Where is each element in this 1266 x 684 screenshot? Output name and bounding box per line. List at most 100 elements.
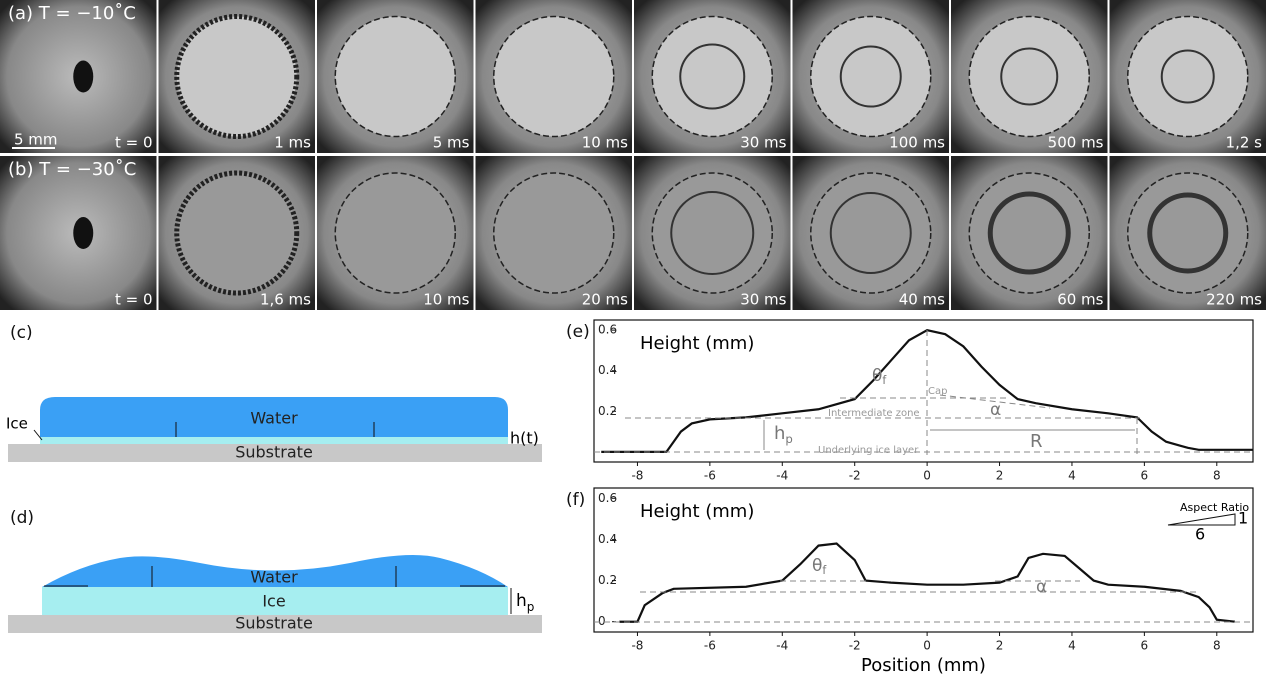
cap	[1160, 49, 1215, 104]
x-tick-label: 6	[1141, 639, 1149, 653]
y-axis-title: Height (mm)	[640, 501, 754, 522]
x-tick-label: -6	[704, 469, 716, 483]
annotation: hp	[774, 423, 793, 446]
x-tick-label: -4	[776, 469, 788, 483]
subscript: f	[822, 564, 827, 577]
splat	[174, 170, 300, 296]
height-label: h(t)	[510, 429, 539, 448]
panel-label: (d)	[10, 508, 34, 528]
symbol: h	[774, 423, 785, 444]
ice-label: Ice	[6, 415, 28, 433]
splat	[968, 15, 1090, 138]
time-label: 1 ms	[274, 134, 311, 152]
annotation: Cap	[928, 386, 947, 397]
ice	[42, 587, 508, 615]
x-tick-label: 4	[1068, 639, 1076, 653]
ice-label: Ice	[262, 592, 285, 611]
x-tick-label: 4	[1068, 469, 1076, 483]
splat	[174, 14, 300, 139]
guide-line	[939, 394, 1051, 409]
substrate	[8, 444, 542, 462]
substrate-label: Substrate	[235, 443, 313, 462]
cap	[987, 191, 1071, 275]
panel-label: (f)	[566, 490, 585, 510]
x-tick-label: 8	[1213, 639, 1221, 653]
x-tick-label: 2	[996, 469, 1004, 483]
cap	[1000, 47, 1059, 106]
y-tick-label: 0.4	[598, 532, 617, 546]
splat	[810, 172, 932, 294]
time-label: 30 ms	[740, 134, 786, 152]
cap	[1147, 192, 1229, 274]
y-tick-label: 0.4	[598, 363, 617, 377]
h: h	[516, 591, 527, 611]
x-tick-label: 6	[1141, 469, 1149, 483]
time-label: 20 ms	[582, 291, 628, 309]
row-label: (a) T = −10˚C	[8, 3, 136, 24]
splat	[493, 15, 615, 138]
annotation: Intermediate zone	[828, 408, 920, 419]
panel-label: (c)	[10, 323, 33, 343]
splat	[334, 172, 456, 294]
x-tick-label: -6	[704, 639, 716, 653]
diagram-d: (d) Water Ice Substrate hp	[8, 508, 542, 633]
annotation: θf	[812, 556, 827, 577]
x-tick-label: 0	[923, 469, 931, 483]
subscript: f	[882, 374, 887, 387]
annotation: Underlying ice layer	[818, 445, 919, 456]
time-label: 30 ms	[740, 291, 786, 309]
water	[42, 554, 508, 587]
substrate	[8, 615, 542, 633]
y-tick-label: 0.2	[598, 573, 617, 587]
splat	[334, 15, 456, 138]
row-label: (b) T = −30˚C	[8, 159, 136, 180]
y-tick-label: 0.6	[598, 491, 617, 505]
time-label: t = 0	[115, 134, 153, 152]
time-label: 1,2 s	[1226, 134, 1263, 152]
water-label: Water	[250, 568, 298, 587]
plot-frame	[593, 487, 1254, 633]
drop	[73, 217, 94, 249]
x-tick-label: 0	[923, 639, 931, 653]
time-label: 1,6 ms	[260, 291, 311, 309]
height-label: hp	[516, 591, 534, 614]
annotation: Aspect Ratio	[1180, 501, 1249, 514]
annotation: α	[1036, 577, 1047, 597]
cap	[670, 191, 755, 275]
profile-line	[601, 328, 1253, 453]
ice	[40, 437, 508, 444]
annotation: 1	[1238, 509, 1248, 528]
water	[40, 397, 508, 437]
annotation: 6	[1195, 525, 1205, 544]
diagram-c: (c) Water Ice Substrate h(t)	[6, 323, 542, 462]
splat	[651, 172, 773, 294]
splat	[651, 15, 773, 138]
sub: p	[527, 600, 535, 614]
subscript: p	[785, 432, 792, 446]
splat	[1127, 172, 1249, 294]
x-tick-label: -2	[849, 469, 861, 483]
time-label: t = 0	[115, 291, 153, 309]
symbol: θ	[812, 556, 822, 576]
profile-line	[619, 542, 1236, 623]
x-tick-label: -4	[776, 639, 788, 653]
splat	[493, 172, 615, 294]
y-tick-label: 0.2	[598, 404, 617, 418]
drop	[73, 60, 94, 93]
time-label: 40 ms	[899, 291, 945, 309]
splat	[810, 15, 932, 138]
time-label: 500 ms	[1048, 134, 1104, 152]
x-tick-label: -8	[631, 639, 643, 653]
y-axis-title: Height (mm)	[640, 333, 754, 354]
aspect-triangle	[1167, 513, 1236, 526]
cap	[679, 43, 746, 110]
time-label: 100 ms	[889, 134, 945, 152]
x-tick-label: 8	[1213, 469, 1221, 483]
time-label: 220 ms	[1206, 291, 1262, 309]
x-tick-label: -2	[849, 639, 861, 653]
time-label: 10 ms	[423, 291, 469, 309]
annotation: θf	[872, 366, 887, 387]
scale-bar-label: 5 mm	[14, 131, 58, 149]
y-tick-label: 0.6	[598, 323, 617, 337]
